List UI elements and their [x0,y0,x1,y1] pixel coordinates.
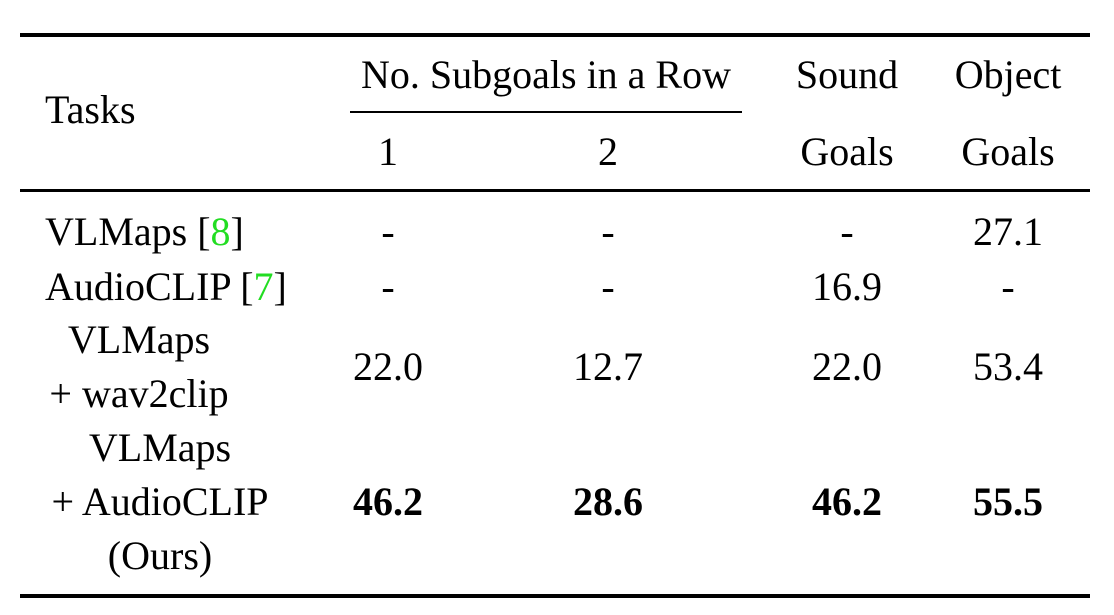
value-cell: - [601,209,615,254]
header-cell: Object [954,52,1062,97]
group-rule [350,111,742,113]
value-cell: 27.1 [973,209,1043,254]
header-cell: 1 [378,129,398,174]
header-cell: Sound [795,52,899,97]
value-cell: - [381,209,395,254]
value-cell: 46.2 [812,479,882,524]
value-cell: 46.2 [353,479,423,524]
header-cell: Tasks [45,87,136,132]
value-cell: 22.0 [812,344,882,389]
value-cell: 22.0 [353,344,423,389]
header-cell: Goals [800,129,894,174]
value-cell: - [381,264,395,309]
header-cell: No. Subgoals in a Row [361,52,731,97]
task-text: VLMaps [ [45,209,211,254]
header-cell: Goals [961,129,1055,174]
task-text: ] [230,209,244,254]
value-cell: 55.5 [973,479,1043,524]
task-cell: AudioCLIP [7] [45,267,287,307]
task-cell: VLMaps [8] [45,212,244,252]
header-cell: 2 [598,129,618,174]
value-cell: 28.6 [573,479,643,524]
task-text: AudioCLIP [ [45,264,254,309]
task-text: VLMaps [88,425,232,470]
value-cell: - [1001,264,1015,309]
value-cell: 53.4 [973,344,1043,389]
task-text: + AudioCLIP [51,479,269,524]
mid-rule [20,189,1090,192]
value-cell: 12.7 [573,344,643,389]
value-cell: 16.9 [812,264,882,309]
task-text: VLMaps [67,317,211,362]
citation: 7 [253,264,274,309]
top-rule [20,33,1090,37]
task-text: + wav2clip [49,371,229,416]
task-text: (Ours) [107,533,213,578]
value-cell: - [840,209,854,254]
bottom-rule [20,594,1090,598]
value-cell: - [601,264,615,309]
task-text: ] [273,264,287,309]
citation: 8 [210,209,231,254]
